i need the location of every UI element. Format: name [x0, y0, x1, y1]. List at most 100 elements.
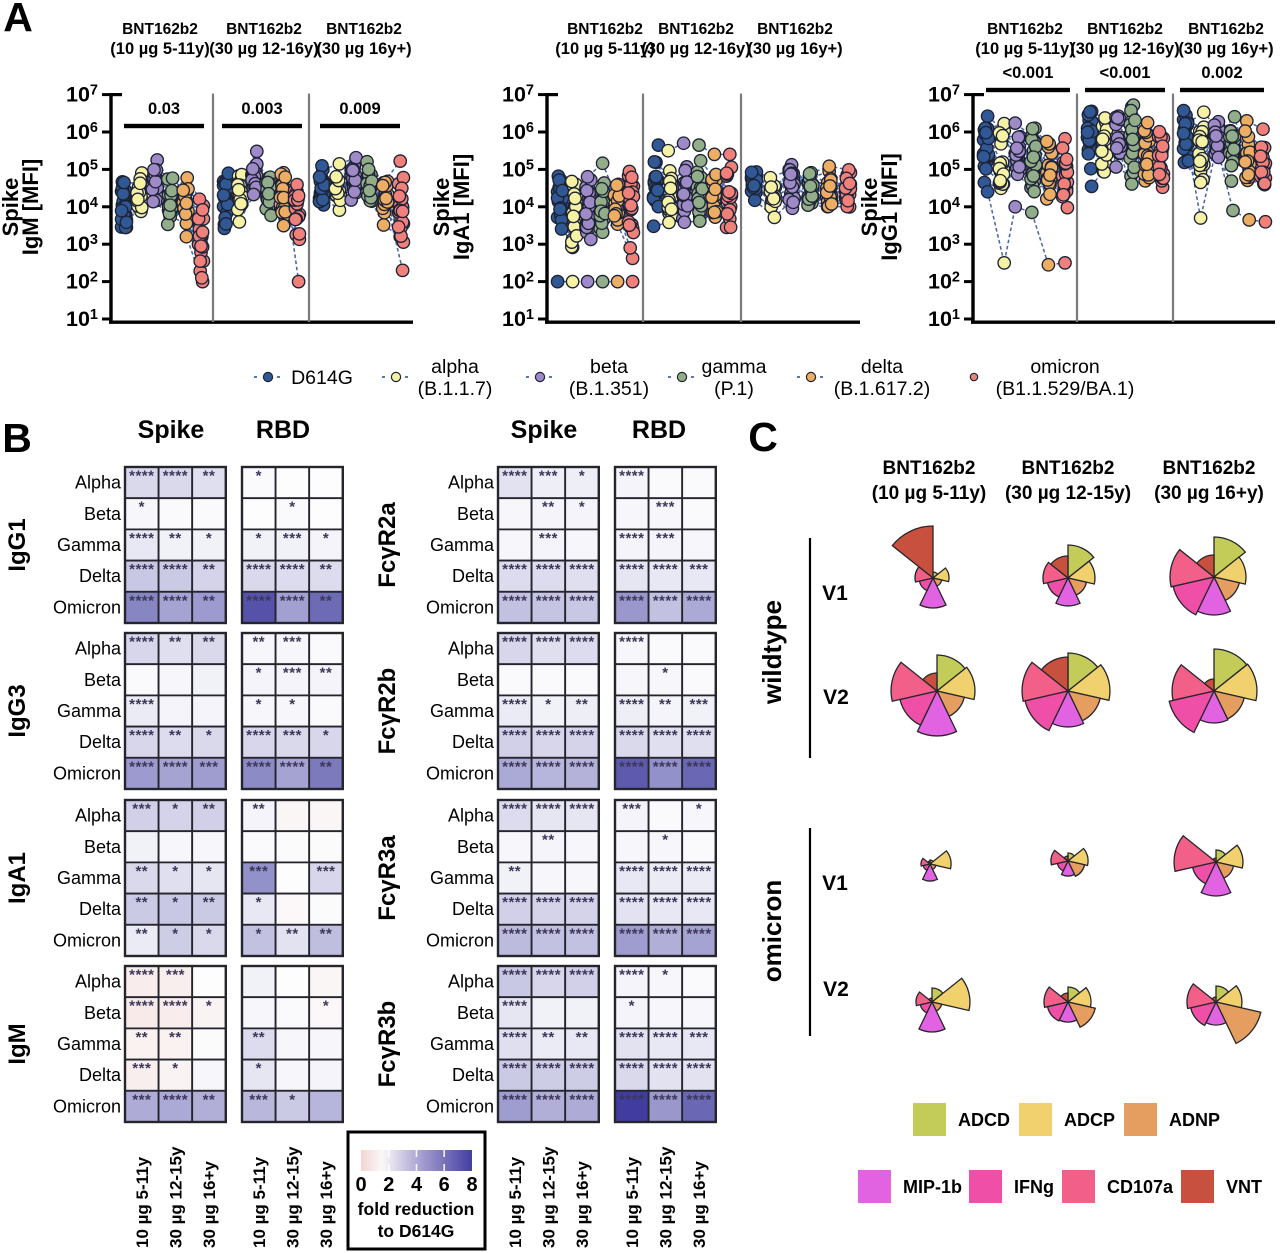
svg-text:****: **** — [502, 1091, 527, 1108]
svg-text:to D614G: to D614G — [378, 1221, 455, 1241]
svg-text:V1: V1 — [822, 872, 848, 895]
svg-text:****: **** — [502, 468, 527, 485]
svg-text:****: **** — [502, 696, 527, 713]
svg-text:BNT162b2: BNT162b2 — [883, 458, 976, 479]
svg-text:Gamma: Gamma — [430, 701, 495, 721]
svg-text:Spike: Spike — [138, 416, 205, 444]
svg-text:IgG1: IgG1 — [4, 518, 31, 571]
svg-text:****: **** — [569, 894, 594, 911]
svg-text:FcγR3b: FcγR3b — [374, 1001, 401, 1088]
svg-text:**: ** — [169, 727, 182, 744]
svg-text:**: ** — [252, 634, 265, 651]
svg-text:V2: V2 — [823, 978, 849, 1001]
svg-text:alpha: alpha — [431, 356, 479, 378]
svg-text:Spike: Spike — [511, 416, 578, 444]
svg-text:Omicron: Omicron — [426, 763, 494, 783]
svg-text:Alpha: Alpha — [75, 473, 122, 493]
svg-text:**: ** — [135, 863, 148, 880]
svg-text:***: *** — [132, 801, 151, 818]
svg-text:***: *** — [316, 863, 335, 880]
svg-text:*: * — [206, 925, 212, 942]
svg-text:****: **** — [569, 592, 594, 609]
svg-text:Alpha: Alpha — [75, 639, 122, 659]
svg-text:****: **** — [129, 967, 154, 984]
svg-text:****: **** — [280, 561, 305, 578]
svg-text:omicron: omicron — [757, 880, 787, 983]
svg-text:**: ** — [203, 592, 216, 609]
svg-text:30 µg 16+y: 30 µg 16+y — [317, 1161, 336, 1248]
svg-text:Beta: Beta — [84, 504, 122, 524]
svg-text:****: **** — [619, 696, 644, 713]
svg-text:FcγR2b: FcγR2b — [374, 668, 401, 755]
svg-text:**: ** — [252, 801, 265, 818]
svg-text:A: A — [3, 0, 33, 40]
svg-text:****: **** — [619, 1091, 644, 1108]
svg-text:B: B — [2, 415, 32, 461]
svg-text:****: **** — [280, 758, 305, 775]
svg-text:Omicron: Omicron — [53, 930, 121, 950]
svg-text:FcγR3a: FcγR3a — [374, 835, 401, 921]
svg-text:*: * — [256, 925, 262, 942]
svg-text:**: ** — [169, 634, 182, 651]
svg-text:****: **** — [653, 1029, 678, 1046]
svg-text:****: **** — [129, 468, 154, 485]
svg-text:*: * — [206, 998, 212, 1015]
svg-text:****: **** — [619, 758, 644, 775]
svg-text:****: **** — [569, 634, 594, 651]
svg-text:*: * — [629, 998, 635, 1015]
svg-text:BNT162b2: BNT162b2 — [226, 21, 302, 38]
svg-text:10 µg 5-11y: 10 µg 5-11y — [250, 1156, 269, 1248]
svg-text:Alpha: Alpha — [75, 806, 122, 826]
svg-text:(30 µg 16y+): (30 µg 16y+) — [747, 40, 842, 58]
svg-text:BNT162b2: BNT162b2 — [326, 21, 402, 38]
svg-text:****: **** — [569, 758, 594, 775]
svg-text:30 µg 16+y: 30 µg 16+y — [690, 1161, 709, 1248]
svg-text:****: **** — [536, 894, 561, 911]
svg-text:Omicron: Omicron — [426, 1096, 494, 1116]
svg-text:FcγR2a: FcγR2a — [374, 502, 401, 588]
svg-text:*: * — [256, 665, 262, 682]
svg-text:***: *** — [166, 967, 185, 984]
svg-text:30 µg 12-15y: 30 µg 12-15y — [539, 1146, 558, 1248]
svg-text:****: **** — [163, 998, 188, 1015]
svg-text:Delta: Delta — [79, 732, 122, 752]
svg-text:0.009: 0.009 — [339, 100, 380, 118]
svg-text:****: **** — [129, 634, 154, 651]
svg-text:****: **** — [246, 727, 271, 744]
svg-text:**: ** — [320, 758, 333, 775]
svg-text:BNT162b2: BNT162b2 — [987, 21, 1063, 38]
svg-text:****: **** — [619, 561, 644, 578]
svg-text:ADNP: ADNP — [1169, 1110, 1220, 1130]
svg-text:****: **** — [502, 998, 527, 1015]
svg-text:**: ** — [252, 1029, 265, 1046]
svg-text:***: *** — [249, 1091, 268, 1108]
svg-text:****: **** — [536, 801, 561, 818]
svg-text:(10 µg 5-11y): (10 µg 5-11y) — [110, 40, 209, 58]
svg-text:****: **** — [569, 925, 594, 942]
svg-text:**: ** — [576, 696, 589, 713]
svg-text:***: *** — [199, 758, 218, 775]
svg-text:***: *** — [539, 530, 558, 547]
svg-text:****: **** — [569, 1091, 594, 1108]
svg-text:*: * — [206, 727, 212, 744]
svg-text:IgG3: IgG3 — [4, 684, 31, 737]
svg-text:BNT162b2: BNT162b2 — [567, 21, 643, 38]
svg-text:***: *** — [622, 801, 641, 818]
svg-text:Alpha: Alpha — [448, 972, 495, 992]
svg-text:30 µg 12-15y: 30 µg 12-15y — [283, 1146, 302, 1248]
svg-text:*: * — [289, 696, 295, 713]
svg-text:*: * — [172, 925, 178, 942]
svg-text:10 µg 5-11y: 10 µg 5-11y — [506, 1156, 525, 1248]
svg-text:(30 µg 12-16y): (30 µg 12-16y) — [641, 40, 750, 58]
svg-text:0.03: 0.03 — [148, 100, 180, 118]
svg-text:****: **** — [163, 592, 188, 609]
svg-text:**: ** — [508, 863, 521, 880]
svg-text:****: **** — [536, 1091, 561, 1108]
svg-text:Delta: Delta — [79, 1065, 122, 1085]
svg-text:****: **** — [619, 634, 644, 651]
svg-text:****: **** — [536, 561, 561, 578]
svg-text:Gamma: Gamma — [57, 868, 122, 888]
svg-text:(B1.1.529/BA.1): (B1.1.529/BA.1) — [996, 378, 1135, 400]
svg-text:****: **** — [502, 634, 527, 651]
svg-text:Omicron: Omicron — [426, 930, 494, 950]
